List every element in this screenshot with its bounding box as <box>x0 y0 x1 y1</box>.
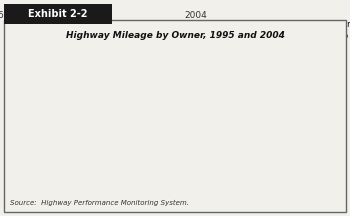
Text: 2004: 2004 <box>185 11 207 20</box>
Text: Federal
3.1%: Federal 3.1% <box>275 20 350 54</box>
Wedge shape <box>252 61 263 117</box>
Wedge shape <box>28 61 140 173</box>
Bar <box>4 4 112 24</box>
Text: Source:  Highway Performance Monitoring System.: Source: Highway Performance Monitoring S… <box>10 200 189 206</box>
Text: Local
75.9%: Local 75.9% <box>41 115 65 135</box>
Wedge shape <box>196 61 308 173</box>
Text: 1995: 1995 <box>0 11 5 20</box>
Text: Federal
4.4%: Federal 4.4% <box>104 20 189 53</box>
Wedge shape <box>84 63 140 117</box>
Text: State
20.4%: State 20.4% <box>305 121 329 140</box>
Text: Local
76.5%: Local 76.5% <box>209 115 233 135</box>
Wedge shape <box>252 62 308 117</box>
Text: Exhibit 2-2: Exhibit 2-2 <box>28 9 88 19</box>
Wedge shape <box>84 61 99 117</box>
Text: Highway Mileage by Owner, 1995 and 2004: Highway Mileage by Owner, 1995 and 2004 <box>65 30 285 40</box>
Text: State
19.7%: State 19.7% <box>137 121 161 140</box>
Bar <box>4 20 346 212</box>
